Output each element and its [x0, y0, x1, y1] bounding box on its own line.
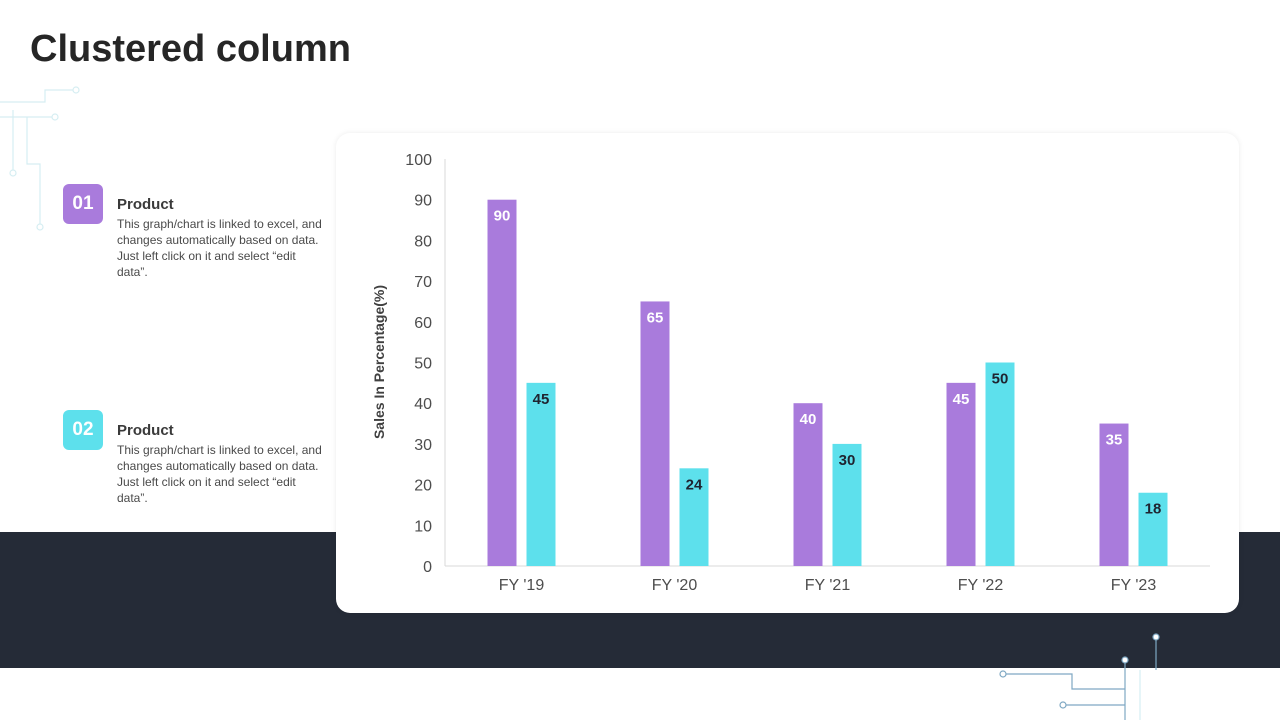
bar-value-label: 35	[1106, 432, 1123, 449]
bar-series-1	[1099, 423, 1129, 566]
clustered-column-chart: 0 10 20 30 40 50 60 70 80 90 100 Sales In Percentag…	[371, 152, 1210, 594]
bar-value-label: 30	[839, 452, 856, 469]
y-tick-label: 70	[414, 274, 432, 291]
y-tick-label: 30	[414, 437, 432, 454]
x-tick-label: FY '20	[652, 577, 698, 594]
x-tick-label: FY '22	[958, 577, 1004, 594]
bar-series-1	[946, 382, 976, 566]
bar-value-label: 90	[494, 208, 511, 225]
circuit-decoration-bottom-right	[999, 633, 1160, 720]
bar-series-2	[526, 382, 556, 566]
bar-value-label: 24	[686, 476, 703, 493]
item-heading: Product	[117, 422, 174, 439]
bar-value-label: 18	[1145, 501, 1162, 518]
y-tick-label: 40	[414, 396, 432, 413]
bar-series-2	[832, 443, 862, 566]
y-tick-label: 20	[414, 478, 432, 495]
bar-series-1	[793, 403, 823, 566]
x-tick-label: FY '21	[805, 577, 851, 594]
bar-series-1	[640, 301, 670, 566]
number-badge: 02	[63, 410, 103, 450]
y-tick-label: 90	[414, 193, 432, 210]
x-tick-label: FY '19	[499, 577, 545, 594]
bar-value-label: 45	[533, 391, 550, 408]
item-description: This graph/chart is linked to excel, and…	[117, 443, 322, 505]
bar-series-1	[487, 199, 517, 566]
number-badge: 01	[63, 184, 103, 224]
bar-series-2	[679, 468, 709, 566]
bar-value-label: 50	[992, 371, 1009, 388]
y-tick-label: 0	[423, 559, 432, 576]
bar-value-label: 40	[800, 411, 817, 428]
x-tick-label: FY '23	[1111, 577, 1157, 594]
circuit-decoration-top-left	[0, 86, 80, 231]
bar-value-label: 45	[953, 391, 970, 408]
y-tick-label: 80	[414, 233, 432, 250]
bar-series-2	[985, 362, 1015, 566]
y-tick-label: 10	[414, 518, 432, 535]
bar-value-label: 65	[647, 309, 664, 326]
page-title: Clustered column	[30, 28, 351, 70]
y-tick-label: 100	[405, 152, 432, 169]
bar-series-2	[1138, 492, 1168, 566]
y-tick-label: 60	[414, 315, 432, 332]
item-heading: Product	[117, 196, 174, 213]
y-axis-title: Sales In Percentage(%)	[371, 285, 387, 439]
chart-card: 0 10 20 30 40 50 60 70 80 90 100 Sales In Percentag…	[336, 133, 1239, 613]
y-tick-label: 50	[414, 356, 432, 373]
item-description: This graph/chart is linked to excel, and…	[117, 217, 322, 279]
